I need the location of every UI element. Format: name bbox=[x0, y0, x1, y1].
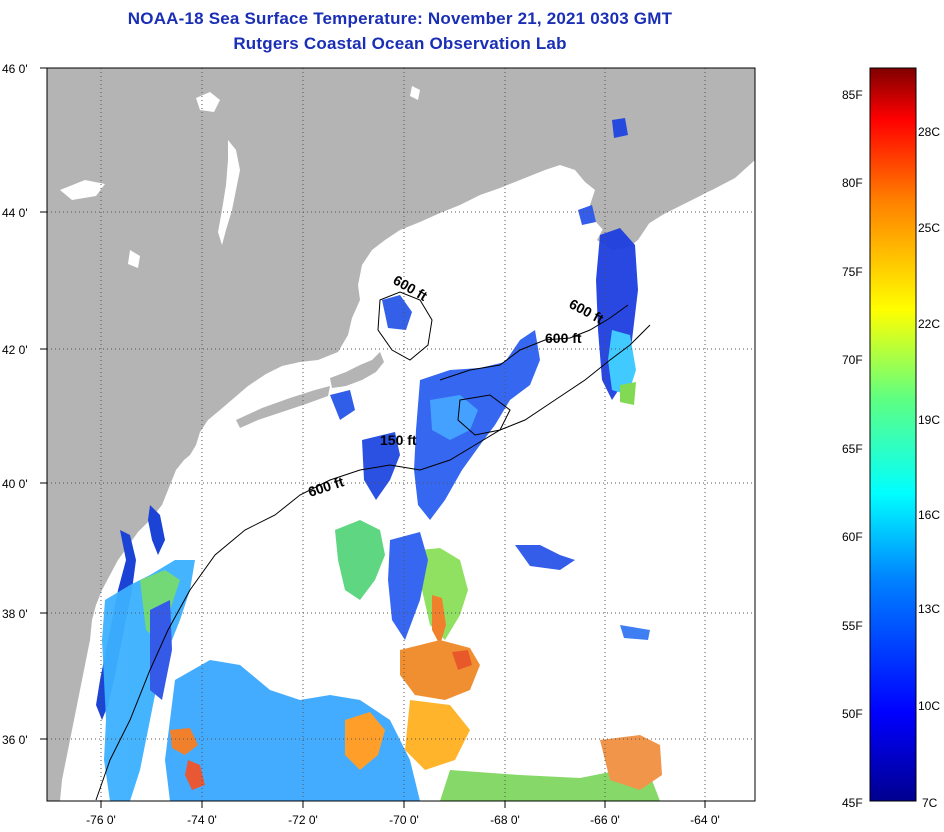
land-long-island bbox=[236, 386, 330, 428]
colorbar-f-label: 70F bbox=[842, 353, 863, 367]
plot-frame bbox=[46, 67, 756, 802]
colorbar-f-label: 85F bbox=[842, 88, 863, 102]
contour-label: 600 ft bbox=[545, 330, 582, 346]
colorbar-c-label: 22C bbox=[918, 317, 940, 331]
land-mainland bbox=[47, 68, 755, 801]
colorbar-f-label: 45F bbox=[842, 796, 863, 810]
lat-label-36: 36 0' bbox=[2, 733, 28, 747]
map-subtitle: Rutgers Coastal Ocean Observation Lab bbox=[233, 34, 567, 53]
colorbar-c-label: 16C bbox=[918, 508, 940, 522]
colorbar-f-label: 60F bbox=[842, 530, 863, 544]
land-nova-scotia bbox=[597, 100, 755, 250]
map-title: NOAA-18 Sea Surface Temperature: Novembe… bbox=[127, 9, 673, 28]
colorbar-f-label: 50F bbox=[842, 707, 863, 721]
delaware-bay bbox=[148, 505, 165, 555]
lat-label-42: 42 0' bbox=[2, 343, 28, 357]
colorbar-f-label: 80F bbox=[842, 176, 863, 190]
bathymetry-contours bbox=[95, 291, 651, 801]
colorbar-f-label: 75F bbox=[842, 265, 863, 279]
lon-label-76: -76 0' bbox=[86, 813, 116, 827]
lon-label-64: -64 0' bbox=[690, 813, 720, 827]
colorbar-c-label: 25C bbox=[918, 221, 940, 235]
lon-label-66: -66 0' bbox=[590, 813, 620, 827]
lat-label-40: 40 0' bbox=[2, 477, 28, 491]
lat-label-44: 44 0' bbox=[2, 206, 28, 220]
colorbar-c-label: 7C bbox=[922, 796, 938, 810]
tick-marks bbox=[40, 67, 706, 808]
lon-label-70: -70 0' bbox=[389, 813, 419, 827]
lat-label-46: 46 0' bbox=[2, 62, 28, 76]
colorbar-c-label: 28C bbox=[918, 125, 940, 139]
lon-label-68: -68 0' bbox=[490, 813, 520, 827]
colorbar-f-label: 55F bbox=[842, 619, 863, 633]
contour-label: 150 ft bbox=[380, 432, 417, 448]
colorbar-f-label: 65F bbox=[842, 442, 863, 456]
land-cape-cod bbox=[330, 352, 384, 388]
sst-patches bbox=[102, 118, 662, 801]
colorbar-c-label: 13C bbox=[918, 602, 940, 616]
colorbar bbox=[869, 67, 917, 802]
lat-label-38: 38 0' bbox=[2, 607, 28, 621]
lon-label-72: -72 0' bbox=[288, 813, 318, 827]
colorbar-c-label: 10C bbox=[918, 699, 940, 713]
colorbar-c-label: 19C bbox=[918, 413, 940, 427]
lon-label-74: -74 0' bbox=[187, 813, 217, 827]
